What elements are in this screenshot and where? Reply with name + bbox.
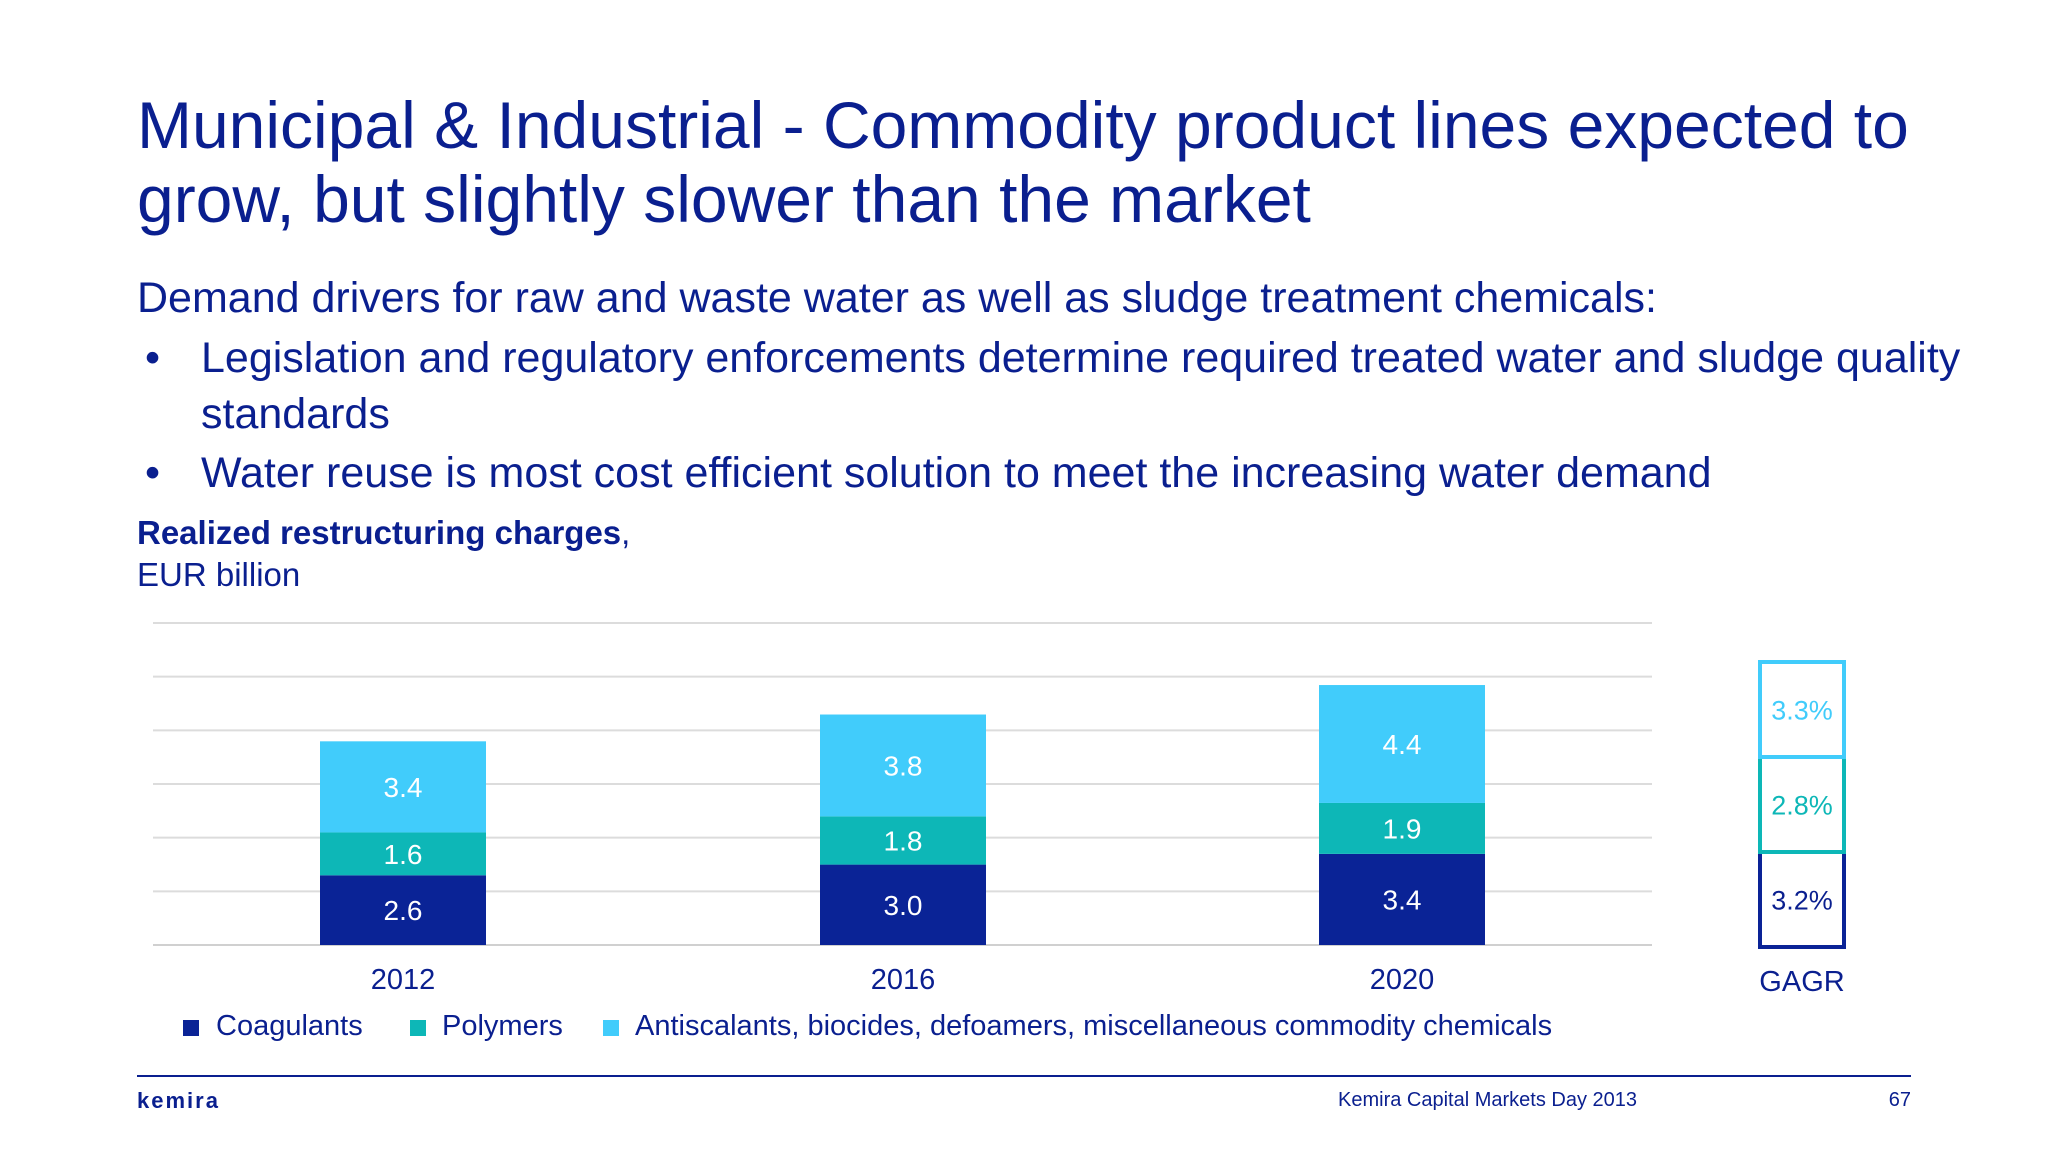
bar-value-label: 3.0 (884, 890, 923, 921)
bar-segment (820, 714, 986, 817)
bar-segment (1319, 685, 1485, 803)
bar-value-label: 4.4 (1383, 729, 1422, 760)
bar-value-label: 3.4 (384, 772, 423, 803)
bar-segment (320, 832, 486, 876)
chart-unit: EUR billion (137, 556, 301, 593)
cagr-value: 2.8% (1771, 791, 1833, 821)
cagr-box (1758, 660, 1846, 759)
chart-title-suffix: , (621, 514, 631, 551)
x-tick-label: 2020 (1370, 964, 1435, 996)
page-number: 67 (1888, 1089, 1911, 1111)
cagr-label: GAGR (1759, 966, 1844, 998)
bar-segment (1319, 853, 1485, 945)
bullet-item: • Water reuse is most cost efficient sol… (137, 445, 1957, 501)
legend-swatch-antiscalants (603, 1020, 619, 1036)
bar-segment (820, 816, 986, 865)
cagr-box (1758, 755, 1846, 854)
bar-value-label: 3.4 (1383, 884, 1422, 915)
slide-title: Municipal & Industrial - Commodity produ… (137, 88, 1909, 236)
chart-title: Realized restructuring charges, (137, 512, 630, 554)
x-tick-label: 2016 (871, 964, 936, 996)
legend-swatch-coagulants (183, 1020, 199, 1036)
bullet-dot: • (145, 334, 161, 382)
intro-text: Demand drivers for raw and waste water a… (137, 274, 1657, 322)
x-tick-label: 2012 (371, 964, 436, 996)
legend-label-antiscalants: Antiscalants, biocides, defoamers, misce… (635, 1010, 1553, 1042)
bullet-dot: • (145, 449, 161, 497)
footer-text: Kemira Capital Markets Day 2013 (1338, 1089, 1638, 1111)
bar-value-label: 1.9 (1383, 813, 1422, 844)
bar-value-label: 3.8 (884, 750, 923, 781)
bar-value-label: 1.8 (884, 825, 923, 856)
kemira-logo: kemira (137, 1088, 220, 1113)
bullet-text: Legislation and regulatory enforcements … (201, 334, 1961, 438)
bar-value-label: 2.6 (384, 895, 423, 926)
legend-label-polymers: Polymers (442, 1010, 563, 1042)
bar-segment (320, 741, 486, 833)
bar-value-label: 1.6 (384, 839, 423, 870)
legend-swatch-polymers (410, 1020, 426, 1036)
cagr-value: 3.2% (1771, 886, 1833, 916)
bar-segment (1319, 802, 1485, 854)
bar-segment (820, 864, 986, 945)
chart-title-bold: Realized restructuring charges (137, 514, 622, 551)
bullet-text: Water reuse is most cost efficient solut… (201, 449, 1712, 497)
cagr-value: 3.3% (1771, 696, 1833, 726)
footer-divider (137, 1075, 1911, 1077)
bullet-item: • Legislation and regulatory enforcement… (137, 330, 1960, 442)
legend-label-coagulants: Coagulants (216, 1010, 363, 1042)
bar-segment (320, 875, 486, 945)
